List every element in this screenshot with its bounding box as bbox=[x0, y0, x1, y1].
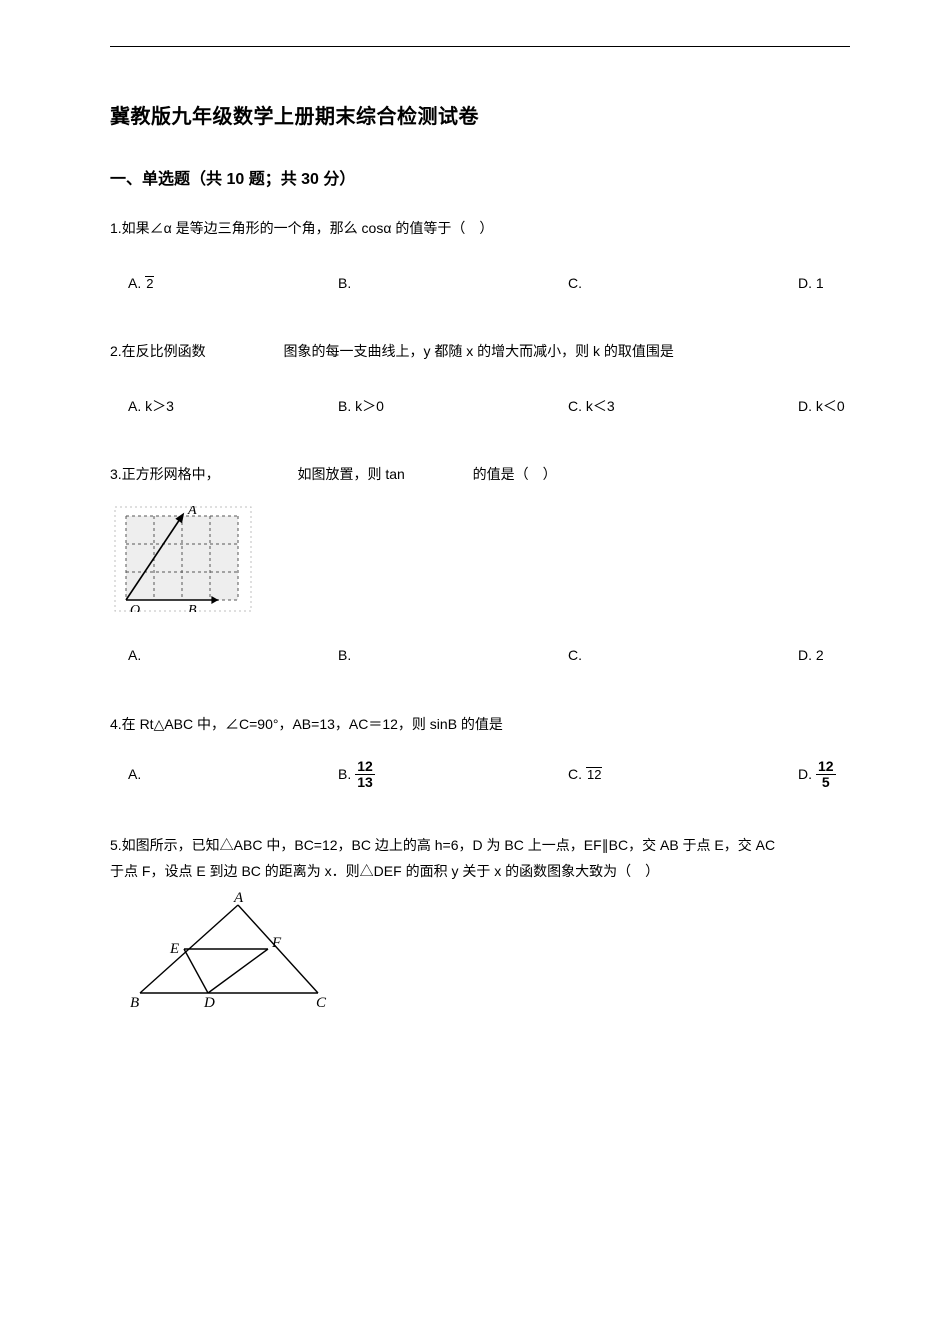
q3-option-d: D. 2 bbox=[798, 642, 850, 669]
q4-option-a: A. bbox=[110, 759, 338, 789]
q4-c-prefix: C. bbox=[568, 761, 582, 788]
svg-text:F: F bbox=[271, 935, 282, 951]
q2-option-b: B. k＞0 bbox=[338, 393, 568, 420]
q1-options: A. 2 B. C. D. 1 bbox=[110, 270, 850, 297]
q4-b-fraction: 12 13 bbox=[355, 759, 375, 789]
q2-option-d: D. k＜0 bbox=[798, 393, 850, 420]
q4-option-b: B. 12 13 bbox=[338, 759, 568, 789]
question-5: 5.如图所示，已知△ABC 中，BC=12，BC 边上的高 h=6，D 为 BC… bbox=[110, 832, 850, 1011]
top-rule bbox=[110, 46, 850, 47]
svg-text:C: C bbox=[316, 995, 327, 1011]
svg-text:B: B bbox=[188, 603, 197, 612]
q1-a-fraction: 2 bbox=[145, 276, 154, 291]
q3-grid-figure: O B A bbox=[114, 506, 850, 612]
q5-triangle-svg: A B C D E F bbox=[128, 891, 328, 1011]
q4-d-fraction: 12 5 bbox=[816, 759, 836, 789]
q4-b-num: 12 bbox=[355, 759, 375, 774]
q1-option-b: B. bbox=[338, 270, 568, 297]
q1-option-a: A. 2 bbox=[110, 270, 338, 297]
q4-options: A. B. 12 13 C. 12 bbox=[110, 759, 850, 789]
svg-text:D: D bbox=[203, 995, 215, 1011]
page: 冀教版九年级数学上册期末综合检测试卷 一、单选题（共 10 题；共 30 分） … bbox=[0, 0, 945, 1337]
svg-text:A: A bbox=[187, 506, 197, 518]
q1-stem: 1.如果∠α 是等边三角形的一个角，那么 cosα 的值等于（ ） bbox=[110, 215, 850, 242]
svg-text:O: O bbox=[130, 603, 140, 612]
q5-triangle-figure: A B C D E F bbox=[128, 891, 850, 1011]
q2-option-c: C. k＜3 bbox=[568, 393, 798, 420]
q4-c-fraction: 12 bbox=[586, 767, 602, 782]
q1-option-c: C. bbox=[568, 270, 798, 297]
q4-d-den: 5 bbox=[820, 775, 832, 790]
svg-text:E: E bbox=[169, 941, 179, 957]
q4-d-num: 12 bbox=[816, 759, 836, 774]
q2-stem-b: 图象的每一支曲线上，y 都随 x 的增大而减小，则 k 的取值围是 bbox=[283, 343, 673, 359]
q3-option-c: C. bbox=[568, 642, 798, 669]
q1-a-den: 2 bbox=[145, 277, 154, 291]
svg-text:A: A bbox=[233, 891, 244, 906]
q4-option-d: D. 12 5 bbox=[798, 759, 850, 789]
section-1-heading: 一、单选题（共 10 题；共 30 分） bbox=[110, 165, 850, 189]
q1-option-d: D. 1 bbox=[798, 270, 850, 297]
content: 冀教版九年级数学上册期末综合检测试卷 一、单选题（共 10 题；共 30 分） … bbox=[110, 100, 850, 1013]
q3-grid-svg: O B A bbox=[114, 506, 252, 612]
q4-d-prefix: D. bbox=[798, 761, 812, 788]
q3-stem: 3.正方形网格中， 如图放置，则 tan 的值是（ ） bbox=[110, 461, 850, 488]
question-1: 1.如果∠α 是等边三角形的一个角，那么 cosα 的值等于（ ） A. 2 B… bbox=[110, 215, 850, 296]
q2-stem: 2.在反比例函数 图象的每一支曲线上，y 都随 x 的增大而减小，则 k 的取值… bbox=[110, 338, 850, 365]
question-2: 2.在反比例函数 图象的每一支曲线上，y 都随 x 的增大而减小，则 k 的取值… bbox=[110, 338, 850, 419]
q3-stem-b: 如图放置，则 tan bbox=[297, 466, 404, 482]
q5-line1: 5.如图所示，已知△ABC 中，BC=12，BC 边上的高 h=6，D 为 BC… bbox=[110, 832, 850, 859]
q4-b-prefix: B. bbox=[338, 761, 351, 788]
svg-text:B: B bbox=[130, 995, 139, 1011]
exam-title: 冀教版九年级数学上册期末综合检测试卷 bbox=[110, 100, 850, 129]
question-3: 3.正方形网格中， 如图放置，则 tan 的值是（ ） O B A A. B. C.… bbox=[110, 461, 850, 668]
question-4: 4.在 Rt△ABC 中，∠C=90°，AB=13，AC＝12，则 sinB 的… bbox=[110, 711, 850, 790]
q4-stem: 4.在 Rt△ABC 中，∠C=90°，AB=13，AC＝12，则 sinB 的… bbox=[110, 711, 850, 738]
q3-options: A. B. C. D. 2 bbox=[110, 642, 850, 669]
q4-option-c: C. 12 bbox=[568, 759, 798, 789]
q3-option-a: A. bbox=[110, 642, 338, 669]
q2-options: A. k＞3 B. k＞0 C. k＜3 D. k＜0 bbox=[110, 393, 850, 420]
q4-c-den: 12 bbox=[586, 768, 602, 782]
q5-line2: 于点 F，设点 E 到边 BC 的距离为 x．则△DEF 的面积 y 关于 x … bbox=[110, 858, 850, 885]
q2-option-a: A. k＞3 bbox=[110, 393, 338, 420]
q3-option-b: B. bbox=[338, 642, 568, 669]
q3-stem-a: 3.正方形网格中， bbox=[110, 466, 220, 482]
q3-stem-c: 的值是（ ） bbox=[473, 466, 557, 482]
q4-b-den: 13 bbox=[355, 775, 375, 790]
q2-stem-a: 2.在反比例函数 bbox=[110, 343, 206, 359]
q1-a-prefix: A. bbox=[128, 270, 141, 297]
